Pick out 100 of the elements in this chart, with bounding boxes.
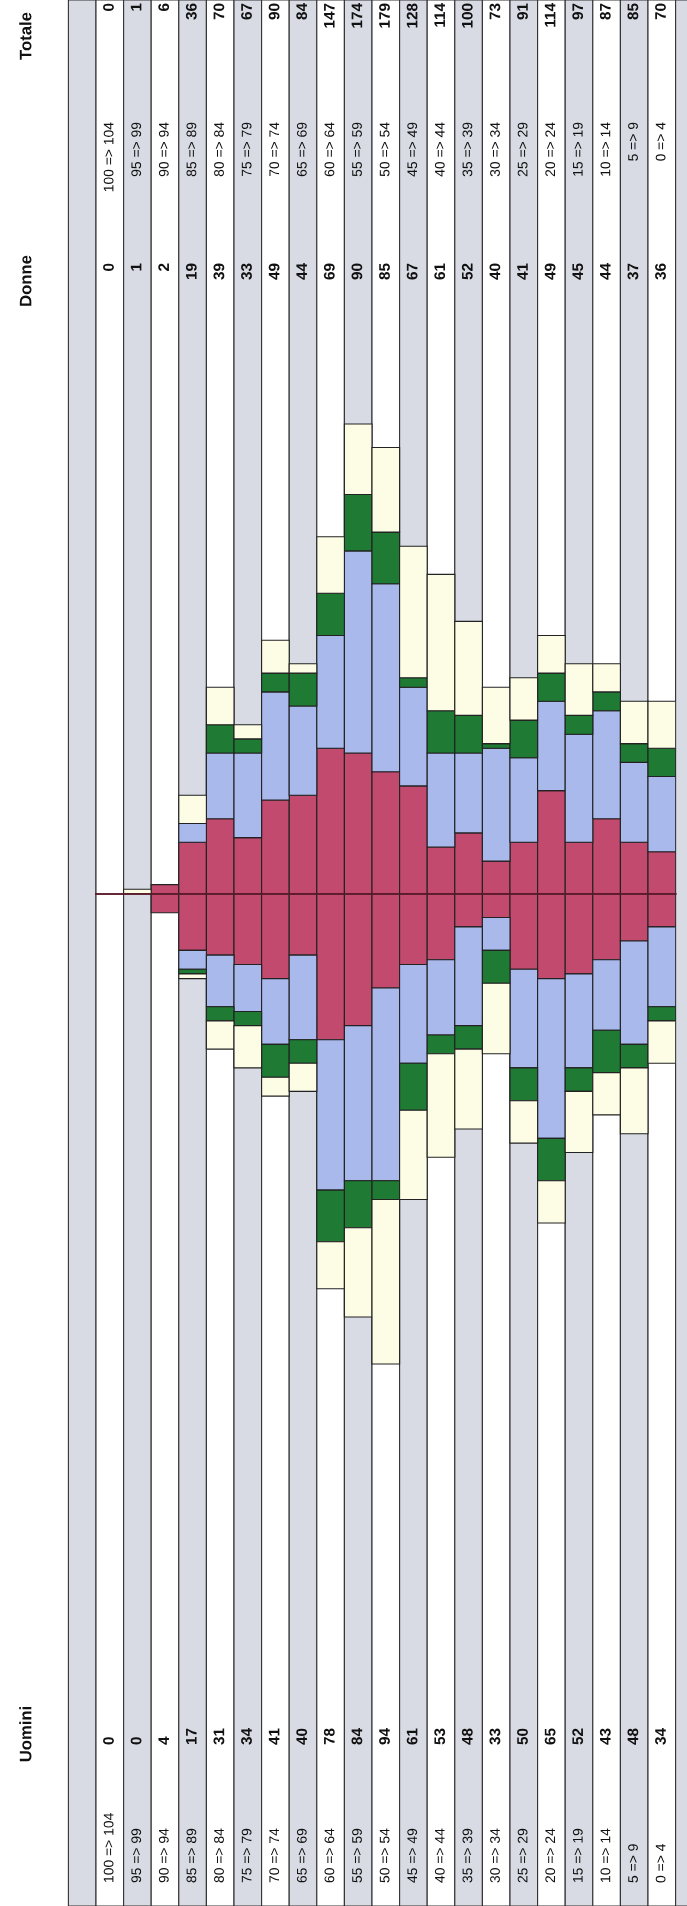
x-tick-label: 15 => 19: [572, 122, 583, 176]
text: 4: [158, 1736, 169, 1745]
x-tick-label: 85 => 89: [186, 1828, 197, 1883]
text: 40: [296, 1728, 308, 1745]
data-label: 67: [241, 3, 252, 20]
x-tick-label: 25 => 29: [517, 122, 528, 177]
data-label: 179: [379, 3, 390, 28]
data-label: 128: [406, 3, 418, 28]
text: 17: [186, 1728, 197, 1745]
x-tick-label: 20 => 24: [545, 1828, 556, 1883]
data-label: 6: [158, 3, 170, 11]
data-label: 84: [296, 3, 308, 20]
data-label: 0: [103, 3, 114, 11]
x-tick-label: 35 => 39: [462, 122, 473, 177]
text: 39: [213, 263, 225, 280]
x-tick-label: 55 => 59: [352, 122, 362, 177]
text: 43: [599, 1728, 611, 1745]
x-tick-label: 90 => 94: [158, 1828, 169, 1883]
text: 78: [323, 1728, 335, 1745]
x-tick-label: 100 => 104: [103, 122, 114, 192]
text: 41: [268, 1728, 280, 1745]
x-tick-label: 75 => 79: [241, 122, 252, 177]
x-tick-label: 5 => 9: [628, 1844, 638, 1883]
x-tick-label: 30 => 34: [490, 122, 500, 177]
x-tick-label: 60 => 64: [324, 122, 335, 177]
x-tick-label: 95 => 99: [131, 1828, 142, 1883]
data-label: 97: [572, 3, 584, 20]
text: 34: [241, 1728, 252, 1745]
text: 84: [351, 1728, 363, 1745]
x-tick-label: 50 => 54: [379, 1828, 390, 1883]
data-label: 174: [351, 3, 363, 28]
text: Totale: [19, 12, 32, 60]
text: 44: [600, 263, 611, 280]
x-tick-label: 40 => 44: [434, 1828, 445, 1883]
text: 94: [379, 1728, 390, 1745]
x-tick-label: 0 => 4: [655, 1844, 666, 1883]
x-tick-label: 70 => 74: [269, 1828, 280, 1883]
x-tick-label: 65 => 69: [296, 122, 307, 177]
x-tick-label: 70 => 74: [269, 122, 280, 177]
text: 61: [406, 1728, 418, 1745]
text: 85: [379, 263, 390, 280]
x-tick-label: 45 => 49: [407, 1828, 418, 1883]
x-tick-label: 0 => 4: [655, 122, 666, 161]
x-tick-label: 100 => 104: [103, 1813, 114, 1882]
x-tick-label: 90 => 94: [158, 122, 169, 177]
text: 40: [489, 263, 501, 280]
data-label: 87: [599, 3, 611, 20]
text: 49: [544, 263, 556, 280]
text: 45: [572, 263, 584, 280]
x-tick-label: 35 => 39: [462, 1828, 473, 1883]
x-tick-label: 80 => 84: [214, 122, 224, 177]
data-label: 73: [489, 3, 501, 20]
text: 19: [185, 263, 197, 280]
text: 90: [351, 263, 363, 280]
x-tick-label: 20 => 24: [545, 122, 556, 177]
x-tick-label: 60 => 64: [324, 1828, 335, 1883]
text: 31: [213, 1728, 225, 1745]
text: 67: [406, 263, 418, 280]
data-label: 70: [213, 3, 225, 20]
text: 50: [517, 1728, 528, 1745]
text: 48: [461, 1728, 473, 1745]
text: 0: [130, 1737, 142, 1745]
text: 52: [572, 1728, 584, 1745]
x-tick-label: 15 => 19: [572, 1828, 583, 1882]
data-label: 114: [434, 3, 445, 27]
text: 61: [434, 263, 446, 280]
x-tick-label: 5 => 9: [628, 122, 638, 161]
data-label: 147: [324, 3, 335, 28]
chart-title: Donne: [19, 255, 32, 306]
x-tick-label: 85 => 89: [186, 122, 197, 177]
x-tick-label: 25 => 29: [517, 1828, 528, 1883]
text: 33: [489, 1728, 501, 1745]
text: 37: [627, 263, 639, 280]
x-tick-label: 55 => 59: [352, 1828, 362, 1883]
data-label: 85: [627, 3, 639, 20]
text: 65: [544, 1728, 556, 1745]
x-tick-label: 50 => 54: [379, 122, 390, 177]
text: 0: [103, 1737, 114, 1745]
text: 1: [130, 263, 142, 271]
text: 53: [434, 1728, 446, 1745]
x-tick-label: 80 => 84: [214, 1828, 224, 1883]
x-tick-label: 65 => 69: [296, 1828, 307, 1883]
text: 2: [158, 263, 169, 271]
data-label: 100: [461, 3, 473, 28]
data-label: 1: [130, 3, 142, 11]
text: 52: [461, 263, 473, 280]
text: Uomini: [19, 1706, 32, 1762]
data-label: 114: [544, 3, 556, 27]
text: 36: [655, 263, 666, 280]
x-tick-label: 95 => 99: [131, 122, 142, 177]
x-tick-label: 10 => 14: [600, 1828, 611, 1882]
text: 69: [323, 263, 335, 280]
data-label: 36: [185, 3, 197, 20]
x-tick-label: 30 => 34: [490, 1828, 500, 1883]
text: 0: [103, 263, 114, 271]
text: 49: [268, 263, 280, 280]
x-tick-label: 45 => 49: [407, 122, 418, 177]
x-tick-label: 10 => 14: [600, 122, 611, 176]
text: 44: [296, 263, 307, 280]
data-label: 91: [517, 3, 528, 20]
